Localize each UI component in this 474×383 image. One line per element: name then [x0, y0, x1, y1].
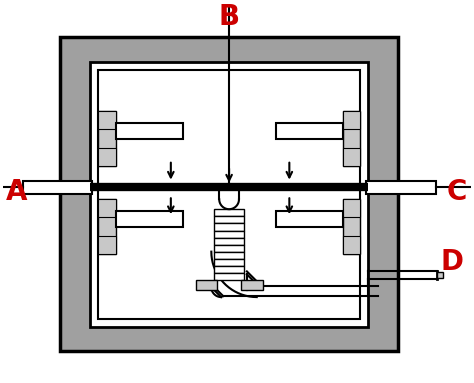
Bar: [366, 180, 436, 195]
Bar: [214, 273, 244, 280]
Bar: [98, 148, 116, 166]
Bar: [214, 237, 244, 245]
Bar: [275, 123, 343, 139]
Bar: [343, 111, 360, 166]
Bar: [195, 280, 217, 290]
Bar: [214, 209, 244, 216]
Bar: [343, 199, 360, 254]
Bar: [214, 216, 244, 223]
Bar: [60, 38, 398, 351]
Bar: [343, 148, 360, 166]
Bar: [23, 180, 92, 195]
Bar: [116, 211, 182, 227]
Bar: [214, 245, 244, 252]
Bar: [241, 280, 263, 290]
Bar: [116, 123, 182, 139]
Text: C: C: [447, 178, 467, 206]
Bar: [98, 111, 116, 129]
Text: D: D: [441, 247, 464, 275]
Bar: [214, 266, 244, 273]
Bar: [214, 223, 244, 231]
Bar: [98, 111, 116, 166]
Bar: [275, 211, 343, 227]
Bar: [98, 199, 116, 254]
Bar: [343, 111, 360, 129]
Bar: [60, 38, 398, 351]
Bar: [98, 70, 360, 319]
Bar: [214, 259, 244, 266]
Text: B: B: [219, 3, 240, 31]
Bar: [98, 236, 116, 254]
Bar: [214, 252, 244, 259]
Bar: [343, 236, 360, 254]
Bar: [90, 62, 368, 327]
Bar: [214, 231, 244, 237]
Bar: [98, 199, 116, 217]
Text: A: A: [6, 178, 27, 206]
Bar: [438, 272, 443, 278]
Bar: [343, 199, 360, 217]
